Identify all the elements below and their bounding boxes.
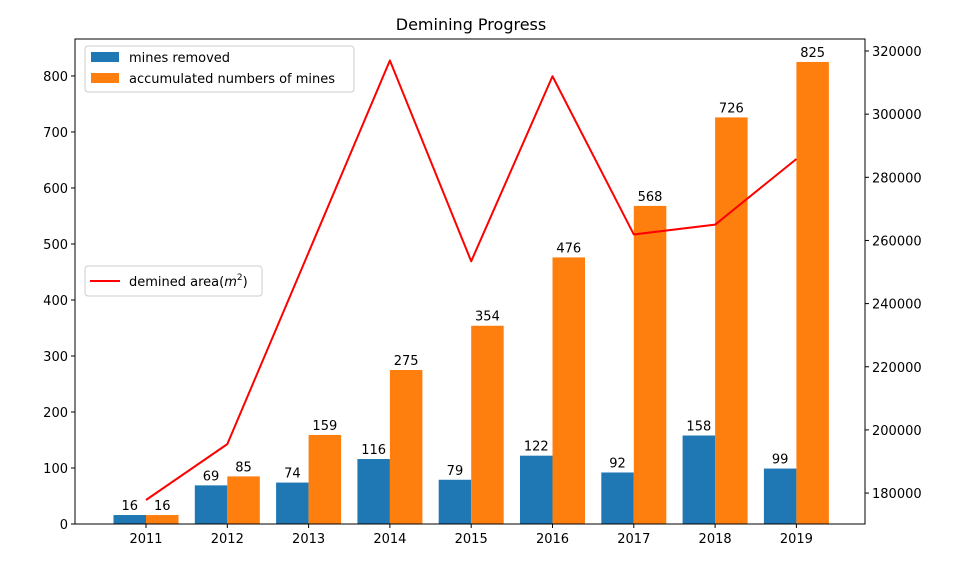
y-left-tick-label-100: 100 bbox=[43, 462, 68, 477]
x-tick-label-2017: 2017 bbox=[617, 532, 650, 547]
y-right-tick-label-300000: 300000 bbox=[872, 108, 922, 123]
bar-label-accumulated-2017: 568 bbox=[638, 190, 663, 205]
legend-bars-frame bbox=[84, 45, 355, 93]
y-right-tick-label-320000: 320000 bbox=[872, 45, 922, 60]
bar-label-mines-removed-2012: 69 bbox=[203, 469, 220, 484]
y-right-tick-label-240000: 240000 bbox=[872, 298, 922, 313]
legend-swatch-accumulated bbox=[91, 73, 119, 83]
plot-frame bbox=[74, 38, 866, 525]
bar-label-mines-removed-2017: 92 bbox=[609, 456, 626, 471]
bar-label-mines-removed-2018: 158 bbox=[686, 420, 711, 435]
y-right-tick-label-220000: 220000 bbox=[872, 361, 922, 376]
x-tick-label-2012: 2012 bbox=[211, 532, 244, 547]
x-tick-label-2013: 2013 bbox=[292, 532, 325, 547]
line-layer bbox=[145, 59, 798, 501]
y-left-tick-label-600: 600 bbox=[43, 182, 68, 197]
legend-label-demined-area-unit: m bbox=[224, 275, 237, 290]
y-axis-left: 0 100 200 300 400 500 600 700 800 bbox=[43, 70, 75, 533]
x-tick-label-2019: 2019 bbox=[780, 532, 813, 547]
y-left-tick-label-0: 0 bbox=[60, 518, 68, 533]
bar-accumulated-2018 bbox=[715, 117, 748, 524]
y-right-tick-label-180000: 180000 bbox=[872, 487, 922, 502]
x-axis: 2011 2012 2013 2014 2015 2016 2017 2018 2019 bbox=[129, 524, 813, 547]
legend-swatch-mines-removed bbox=[91, 52, 119, 62]
bar-accumulated-2014 bbox=[389, 369, 423, 524]
bar-mines-removed-2015 bbox=[438, 479, 472, 524]
y-left-tick-label-200: 200 bbox=[43, 406, 68, 421]
legend-label-demined-area: demined area(m2) bbox=[129, 273, 248, 290]
bar-label-mines-removed-2014: 116 bbox=[361, 443, 386, 458]
bar-label-mines-removed-2011: 16 bbox=[121, 499, 138, 514]
bar-mines-removed-2019 bbox=[763, 468, 797, 524]
bar-label-mines-removed-2019: 99 bbox=[772, 453, 789, 468]
bar-label-mines-removed-2013: 74 bbox=[284, 467, 301, 482]
y-right-tick-label-280000: 280000 bbox=[872, 171, 922, 186]
bar-label-accumulated-2019: 825 bbox=[800, 46, 825, 61]
bar-accumulated-2019 bbox=[796, 61, 829, 525]
legend-bars: mines removed accumulated numbers of min… bbox=[84, 45, 355, 93]
y-left-tick-label-400: 400 bbox=[43, 294, 68, 309]
y-left-tick-label-300: 300 bbox=[43, 350, 68, 365]
bar-mines-removed-2016 bbox=[520, 455, 553, 524]
bar-mines-removed-2011 bbox=[113, 515, 146, 524]
bar-mines-removed-2014 bbox=[357, 459, 390, 524]
bar-accumulated-2015 bbox=[471, 325, 504, 524]
x-tick-label-2018: 2018 bbox=[699, 532, 732, 547]
bar-mines-removed-2017 bbox=[601, 472, 634, 524]
y-left-tick-label-800: 800 bbox=[43, 70, 68, 85]
bars-layer bbox=[113, 61, 829, 525]
y-axis-right: 180000 200000 220000 240000 260000 280000 3000… bbox=[865, 45, 922, 502]
bar-accumulated-2011 bbox=[146, 515, 179, 524]
bar-accumulated-2013 bbox=[308, 434, 342, 524]
x-tick-label-2016: 2016 bbox=[536, 532, 569, 547]
bar-accumulated-2017 bbox=[633, 205, 667, 524]
legend-label-demined-area-exp: 2 bbox=[237, 273, 243, 283]
bar-mines-removed-2018 bbox=[682, 435, 716, 524]
bar-mines-removed-2012 bbox=[194, 485, 228, 524]
y-right-tick-label-200000: 200000 bbox=[872, 424, 922, 439]
bar-label-accumulated-2016: 476 bbox=[556, 241, 581, 256]
legend-label-accumulated: accumulated numbers of mines bbox=[129, 72, 335, 87]
bar-accumulated-2012 bbox=[227, 476, 260, 524]
legend-label-demined-area-base: demined area( bbox=[129, 275, 224, 290]
bar-label-accumulated-2014: 275 bbox=[394, 354, 419, 369]
legend-line: demined area(m2) bbox=[84, 265, 263, 297]
bar-label-accumulated-2013: 159 bbox=[312, 419, 337, 434]
legend-line-frame bbox=[84, 265, 263, 297]
bar-mines-removed-2013 bbox=[276, 482, 309, 524]
legend-label-mines-removed: mines removed bbox=[129, 51, 230, 66]
y-right-tick-label-260000: 260000 bbox=[872, 234, 922, 249]
bar-label-mines-removed-2016: 122 bbox=[524, 440, 549, 455]
x-tick-label-2015: 2015 bbox=[455, 532, 488, 547]
bar-label-accumulated-2012: 85 bbox=[235, 460, 252, 475]
x-tick-label-2011: 2011 bbox=[129, 532, 162, 547]
legend-label-demined-area-close: ) bbox=[243, 275, 248, 290]
chart-title: Demining Progress bbox=[396, 15, 546, 34]
bar-labels-layer: 16 69 74 116 79 122 92 158 99 16 85 159 275 354 476 568… bbox=[121, 46, 825, 514]
x-tick-label-2014: 2014 bbox=[373, 532, 406, 547]
bar-label-accumulated-2015: 354 bbox=[475, 310, 500, 325]
bar-label-accumulated-2011: 16 bbox=[154, 499, 171, 514]
bar-accumulated-2016 bbox=[552, 257, 585, 524]
bar-label-mines-removed-2015: 79 bbox=[447, 464, 464, 479]
bar-label-accumulated-2018: 726 bbox=[719, 101, 744, 116]
y-left-tick-label-700: 700 bbox=[43, 126, 68, 141]
y-left-tick-label-500: 500 bbox=[43, 238, 68, 253]
